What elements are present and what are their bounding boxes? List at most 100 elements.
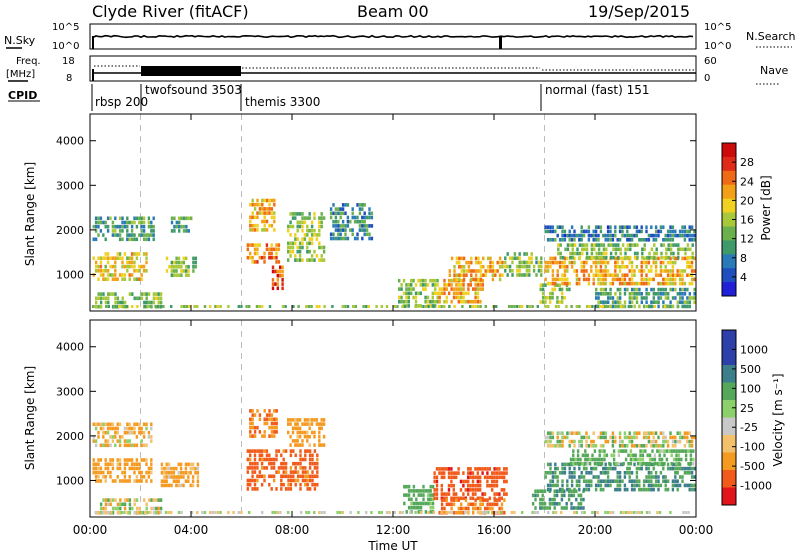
velocity-cell (674, 435, 677, 440)
power-cell (240, 305, 243, 308)
power-cell (450, 287, 453, 291)
power-cell (662, 292, 665, 296)
power-cell (303, 237, 307, 241)
power-cell (289, 245, 292, 250)
velocity-cell (126, 462, 129, 466)
velocity-cell (488, 496, 491, 501)
power-cell (178, 224, 181, 229)
velocity-cell (602, 435, 605, 440)
velocity-cell (138, 510, 141, 515)
velocity-cell (599, 471, 603, 475)
power-cell (116, 296, 120, 301)
velocity-cell (467, 492, 470, 496)
velocity-cell (419, 489, 423, 493)
velocity-cell (452, 488, 455, 492)
power-cell (544, 269, 547, 273)
velocity-cell (128, 475, 131, 479)
power-cell (118, 216, 122, 221)
power-cell (405, 283, 408, 287)
velocity-cell (585, 471, 588, 475)
velocity-cell (431, 497, 435, 502)
power-cell (422, 278, 425, 283)
velocity-cell (275, 457, 278, 462)
power-cell (310, 233, 314, 237)
power-cell (679, 300, 682, 304)
power-cell (310, 254, 314, 258)
power-cell (479, 273, 483, 277)
power-cell (365, 305, 368, 308)
velocity-cell (634, 457, 637, 462)
power-cell (590, 255, 594, 260)
velocity-cell (638, 487, 641, 492)
power-cell (630, 273, 634, 277)
velocity-cell (599, 483, 603, 488)
velocity-cell (555, 502, 559, 506)
velocity-cell (513, 511, 516, 514)
velocity-cell (123, 475, 127, 479)
power-cell (118, 237, 122, 242)
velocity-cell (427, 493, 430, 497)
power-cell (363, 232, 366, 237)
power-cell (650, 277, 653, 282)
power-ylabel: Slant Range [km] (23, 162, 37, 266)
power-cell (170, 273, 173, 277)
power-cell (679, 296, 682, 300)
velocity-cell (534, 511, 537, 514)
velocity-cell (118, 435, 122, 439)
power-cell (182, 260, 185, 265)
power-cell (683, 238, 687, 242)
velocity-cell (588, 461, 592, 466)
power-cell (192, 265, 195, 269)
power-cell (640, 260, 643, 265)
velocity-cell (94, 511, 97, 514)
velocity-cell (683, 471, 687, 475)
power-cell (677, 251, 680, 256)
velocity-cell (419, 511, 422, 514)
power-cell (133, 216, 136, 221)
power-cell (653, 251, 656, 256)
velocity-cell (686, 439, 689, 444)
power-cell (170, 220, 174, 225)
power-cell (491, 260, 495, 265)
velocity-cell (467, 506, 470, 511)
velocity-cell (558, 444, 562, 448)
velocity-cell (357, 511, 360, 514)
power-cell (356, 236, 359, 241)
power-cell (606, 238, 610, 242)
velocity-cell (650, 483, 653, 488)
power-cell (674, 277, 677, 282)
power-cell (621, 277, 624, 282)
velocity-cell (623, 487, 627, 492)
power-cell (614, 300, 617, 304)
velocity-cell (160, 471, 164, 475)
power-cell (690, 238, 694, 242)
velocity-cell (422, 493, 425, 497)
power-cell (516, 273, 519, 277)
power-cell (626, 229, 629, 234)
velocity-cell (684, 457, 688, 462)
velocity-cell (227, 511, 230, 514)
power-cell (123, 224, 127, 229)
velocity-cell (116, 462, 119, 466)
power-cell (677, 247, 680, 252)
power-cell (107, 300, 110, 305)
velocity-cell (582, 435, 586, 440)
velocity-cell (251, 421, 254, 426)
power-cell (636, 243, 639, 247)
velocity-cell (121, 479, 124, 483)
velocity-cell (322, 443, 326, 447)
power-cell (616, 287, 619, 292)
velocity-cell (629, 461, 633, 466)
velocity-cell (578, 475, 581, 479)
velocity-cell (378, 511, 381, 514)
power-cell (679, 292, 682, 296)
velocity-cell (412, 493, 416, 497)
power-cell (491, 265, 495, 269)
power-cell (592, 273, 595, 277)
power-cell (540, 260, 543, 265)
power-cell (177, 265, 181, 269)
velocity-cell (403, 501, 406, 506)
power-cell (565, 305, 568, 308)
velocity-cell (539, 497, 542, 502)
velocity-cell (126, 439, 129, 443)
